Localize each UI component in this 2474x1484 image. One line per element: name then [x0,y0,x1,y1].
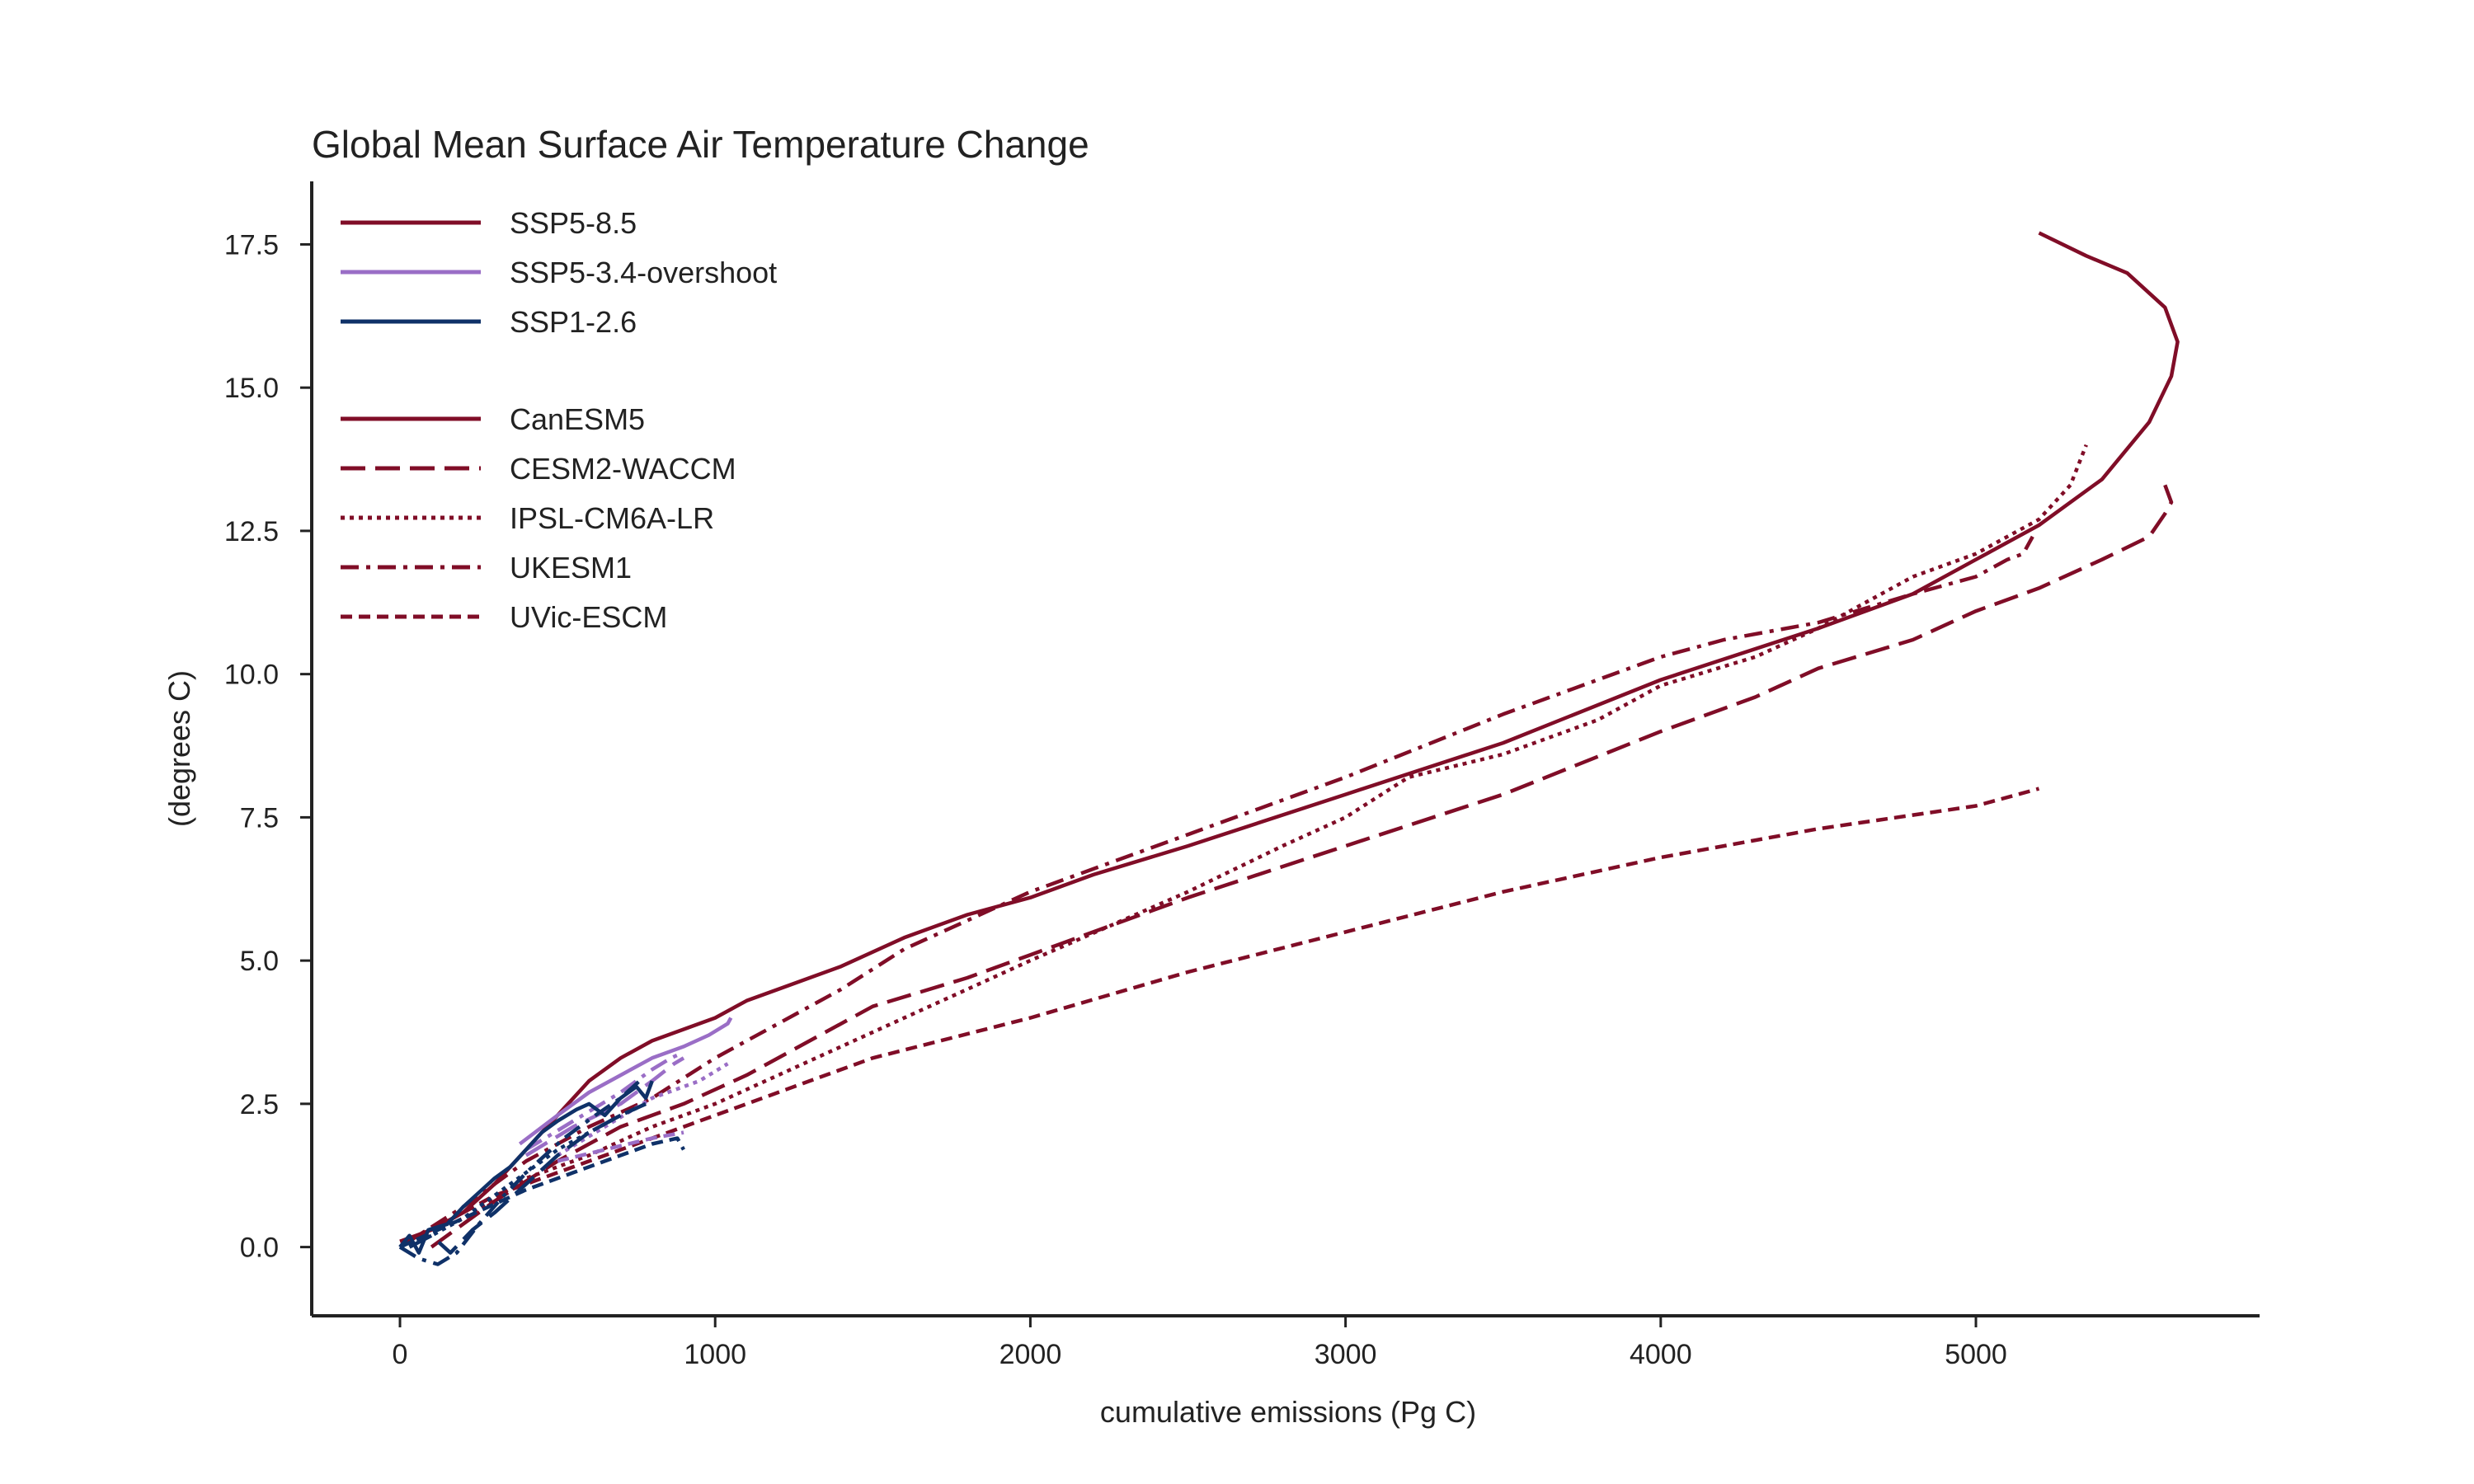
y-tick-label: 17.5 [224,229,279,261]
series-line-uvic-escm-ssp5-8-5 [398,787,2040,1249]
series-line-cesm2-waccm-ssp1-2-6 [408,1101,647,1255]
series-line-cesm2-waccm-ssp5-8-5 [430,484,2174,1249]
y-tick-label: 10.0 [224,660,279,691]
y-tick-label: 0.0 [240,1233,279,1264]
y-tick-label: 15.0 [224,373,279,404]
plot-series [398,231,2180,1266]
chart-title: Global Mean Surface Air Temperature Chan… [312,123,1089,166]
x-tick-label: 0 [393,1339,408,1370]
axes [310,181,2260,1317]
legend-model-label-ukesm1: UKESM1 [510,551,632,585]
series-line-cesm2-waccm-ssp5-3-4-overshoot [524,1056,685,1158]
series-line-canesm5-ssp5-3-4-overshoot [518,1017,733,1146]
legend-scenario-label-ssp1-2-6: SSP1-2.6 [510,305,637,339]
y-tick-label: 12.5 [224,516,279,547]
y-tick-label: 7.5 [240,802,279,834]
x-tick-label: 2000 [999,1339,1062,1370]
legend-scenario-label-ssp5-3-4-overshoot: SSP5-3.4-overshoot [510,256,777,289]
series-line-uvic-escm-ssp1-2-6 [399,1136,685,1249]
x-tick-label: 5000 [1945,1339,2007,1370]
legend-scenario-label-ssp5-8-5: SSP5-8.5 [510,206,637,240]
y-ticks: 0.0 2.5 5.0 7.5 10.0 12.5 15.0 17.5 [224,229,312,1264]
series-line-ukesm1-ssp1-2-6 [398,1079,642,1266]
series-line-canesm5-ssp1-2-6 [398,1080,654,1255]
series-line-ipsl-cm6a-lr-ssp5-8-5 [399,444,2088,1249]
series-line-ukesm1-ssp5-3-4-overshoot [524,1050,684,1152]
legend-model-label-canesm5: CanESM5 [510,402,645,436]
y-tick-label: 2.5 [240,1089,279,1120]
x-axis-label: cumulative emissions (Pg C) [1100,1395,1476,1429]
x-tick-label: 3000 [1315,1339,1377,1370]
x-tick-label: 1000 [684,1339,746,1370]
series-line-uvic-escm-ssp5-3-4-overshoot [557,1130,684,1163]
legend-model-label-uvic-escm: UVic-ESCM [510,600,667,634]
series-line-ipsl-cm6a-lr-ssp5-3-4-overshoot [556,1062,729,1158]
x-ticks: 0 1000 2000 3000 4000 5000 [393,1316,2007,1370]
y-axis-label: (degrees C) [162,670,196,827]
series-line-canesm5-ssp5-8-5 [399,231,2180,1243]
x-tick-label: 4000 [1630,1339,1692,1370]
y-tick-label: 5.0 [240,946,279,977]
legend: SSP5-8.5 SSP5-3.4-overshoot SSP1-2.6 CanESM… [341,206,777,634]
legend-model-label-ipsl-cm6a-lr: IPSL-CM6A-LR [510,501,714,535]
legend-model-label-cesm2-waccm: CESM2-WACCM [510,452,736,486]
